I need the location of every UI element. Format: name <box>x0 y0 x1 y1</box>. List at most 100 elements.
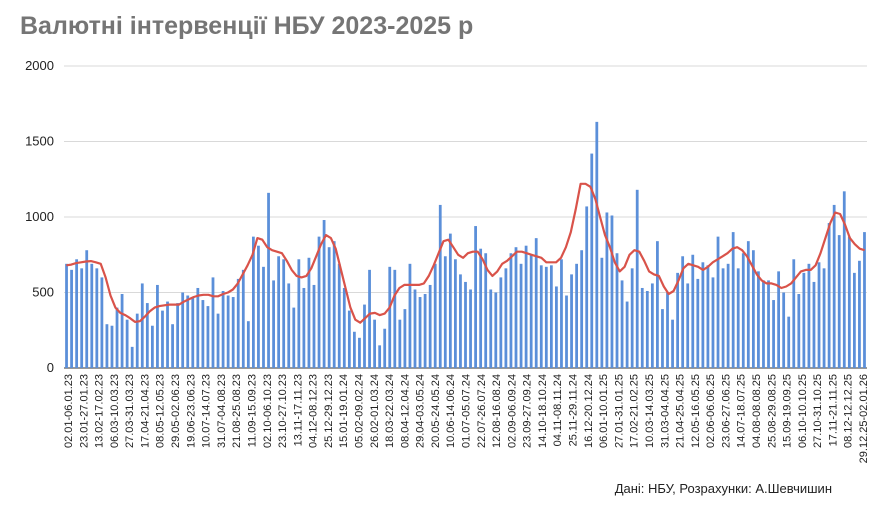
bar <box>656 241 659 368</box>
bar <box>459 274 462 368</box>
x-tick-label: 13.11-17.11.23 <box>292 374 304 446</box>
x-tick-label: 14.10-18.10.24 <box>537 374 549 448</box>
x-tick-label: 25.08-29.08.25 <box>766 374 778 448</box>
bar <box>145 303 149 368</box>
bar <box>403 309 407 368</box>
x-tick-label: 27.10-31.10.25 <box>812 374 824 448</box>
x-tick-label: 23.06-27.06.25 <box>720 374 732 448</box>
bar <box>287 283 291 368</box>
bar <box>797 294 801 368</box>
bar <box>120 294 124 368</box>
x-tick-label: 16.12-20.12.24 <box>583 374 595 448</box>
bar <box>262 266 265 368</box>
bar <box>610 215 614 368</box>
x-tick-label: 15.09-19.09.25 <box>782 374 794 448</box>
bar <box>302 287 306 368</box>
bar <box>555 286 558 368</box>
bar <box>519 263 523 368</box>
bar <box>534 238 538 368</box>
bar <box>448 233 452 368</box>
bar <box>383 328 387 368</box>
bar <box>802 272 806 368</box>
bar <box>226 295 230 368</box>
bar <box>650 283 654 368</box>
bar <box>762 280 765 368</box>
bar <box>686 283 690 368</box>
bar <box>645 290 649 368</box>
x-tick-label: 27.01-31.01.25 <box>613 374 625 448</box>
bar <box>241 269 245 368</box>
bar <box>252 236 255 368</box>
bar <box>378 345 382 368</box>
x-tick-label: 31.03-04.04.25 <box>659 374 671 448</box>
bar <box>196 287 200 368</box>
bar <box>125 319 129 368</box>
bar <box>292 307 296 368</box>
x-tick-label: 12.05-16.05.25 <box>690 374 702 448</box>
bar <box>852 272 856 368</box>
x-tick-label: 02.01-06.01.23 <box>63 374 75 448</box>
bar <box>413 289 417 368</box>
bar <box>130 346 134 368</box>
x-tick-label: 17.04-21.04.23 <box>139 374 151 448</box>
bar <box>544 266 548 368</box>
bar <box>494 292 498 368</box>
bar <box>807 263 811 368</box>
bar <box>454 259 457 368</box>
bar <box>70 269 73 368</box>
bar <box>428 284 432 368</box>
x-tick-label: 06.01-10.01.25 <box>598 374 610 448</box>
y-tick-label: 0 <box>47 360 54 375</box>
bar <box>600 257 604 368</box>
bar <box>741 253 745 368</box>
bar <box>731 232 735 368</box>
bar <box>211 277 215 368</box>
x-tick-label: 08.04-12.04.24 <box>399 374 411 448</box>
bar <box>90 263 94 368</box>
x-tick-label: 10.03-14.03.25 <box>644 374 656 448</box>
bar <box>216 313 220 368</box>
bar <box>817 262 821 368</box>
bar <box>560 259 563 368</box>
bar <box>388 266 392 368</box>
bar <box>772 300 775 368</box>
bar <box>605 212 609 368</box>
y-tick-label: 1500 <box>25 134 54 149</box>
bar <box>595 121 599 369</box>
bar <box>757 271 760 368</box>
x-tick-label: 25.11-29.11.24 <box>568 374 580 446</box>
x-tick-label: 25.12-29.12.23 <box>323 374 335 448</box>
bar <box>842 191 846 368</box>
bar <box>347 310 351 368</box>
x-tick-label: 21.04-25.04.25 <box>675 374 687 448</box>
bar <box>297 259 301 368</box>
x-tick-label: 12.08-16.08.24 <box>491 374 503 448</box>
bar <box>368 269 371 368</box>
x-tick-label: 23.01-27.01.23 <box>78 374 90 448</box>
bar <box>337 263 341 368</box>
bar <box>837 235 841 368</box>
bar <box>706 265 710 368</box>
bar <box>529 254 533 368</box>
bar <box>812 281 816 368</box>
bar <box>277 256 281 368</box>
x-tick-label: 17.02-21.02.25 <box>629 374 641 448</box>
x-tick-label: 26.02-01.03.24 <box>369 374 381 448</box>
bar <box>85 250 89 368</box>
bar <box>171 324 174 368</box>
chart-title: Валютні інтервенції НБУ 2023-2025 р <box>20 12 474 40</box>
bar <box>221 290 225 368</box>
bar <box>191 297 195 368</box>
bar <box>206 306 210 368</box>
x-tick-label: 01.07-05.07.24 <box>461 374 473 448</box>
bar <box>565 295 568 368</box>
bar <box>257 245 260 368</box>
bar <box>671 319 674 368</box>
x-tick-label: 06.03-10.03.23 <box>109 374 121 448</box>
x-tick-label: 10.06-14.06.24 <box>445 374 457 448</box>
bar <box>787 316 791 368</box>
y-tick-label: 1000 <box>25 209 54 224</box>
x-tick-label: 15.01-19.01.24 <box>338 374 350 448</box>
bar <box>479 248 483 368</box>
